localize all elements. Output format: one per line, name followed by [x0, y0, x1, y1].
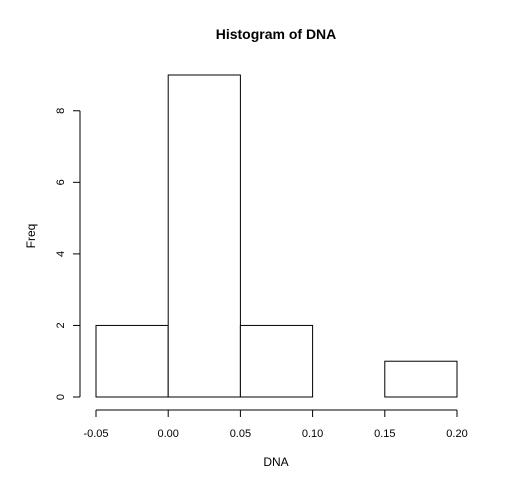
x-tick-label: 0.20 [446, 428, 467, 440]
x-tick-label: 0.05 [230, 428, 251, 440]
x-tick-label: 0.00 [157, 428, 178, 440]
y-tick-label: 0 [55, 394, 67, 400]
x-tick-label: 0.15 [374, 428, 395, 440]
x-tick-label: -0.05 [83, 428, 108, 440]
y-tick-label: 6 [55, 179, 67, 185]
y-tick-label: 8 [55, 108, 67, 114]
chart-title: Histogram of DNA [216, 26, 337, 42]
histogram-bar [167, 74, 241, 398]
bars-group [95, 74, 458, 398]
histogram-bar [239, 324, 314, 398]
y-tick-label: 4 [55, 251, 67, 257]
x-axis-label: DNA [263, 455, 288, 469]
y-axis: 0 2 4 6 8 [55, 108, 81, 400]
histogram-bar [95, 324, 169, 398]
x-axis: -0.05 0.00 0.05 0.10 0.15 0.20 [83, 409, 468, 440]
y-axis-label: Freq [24, 224, 38, 249]
histogram-bar [384, 360, 458, 398]
y-tick-label: 2 [55, 322, 67, 328]
x-tick-label: 0.10 [302, 428, 323, 440]
